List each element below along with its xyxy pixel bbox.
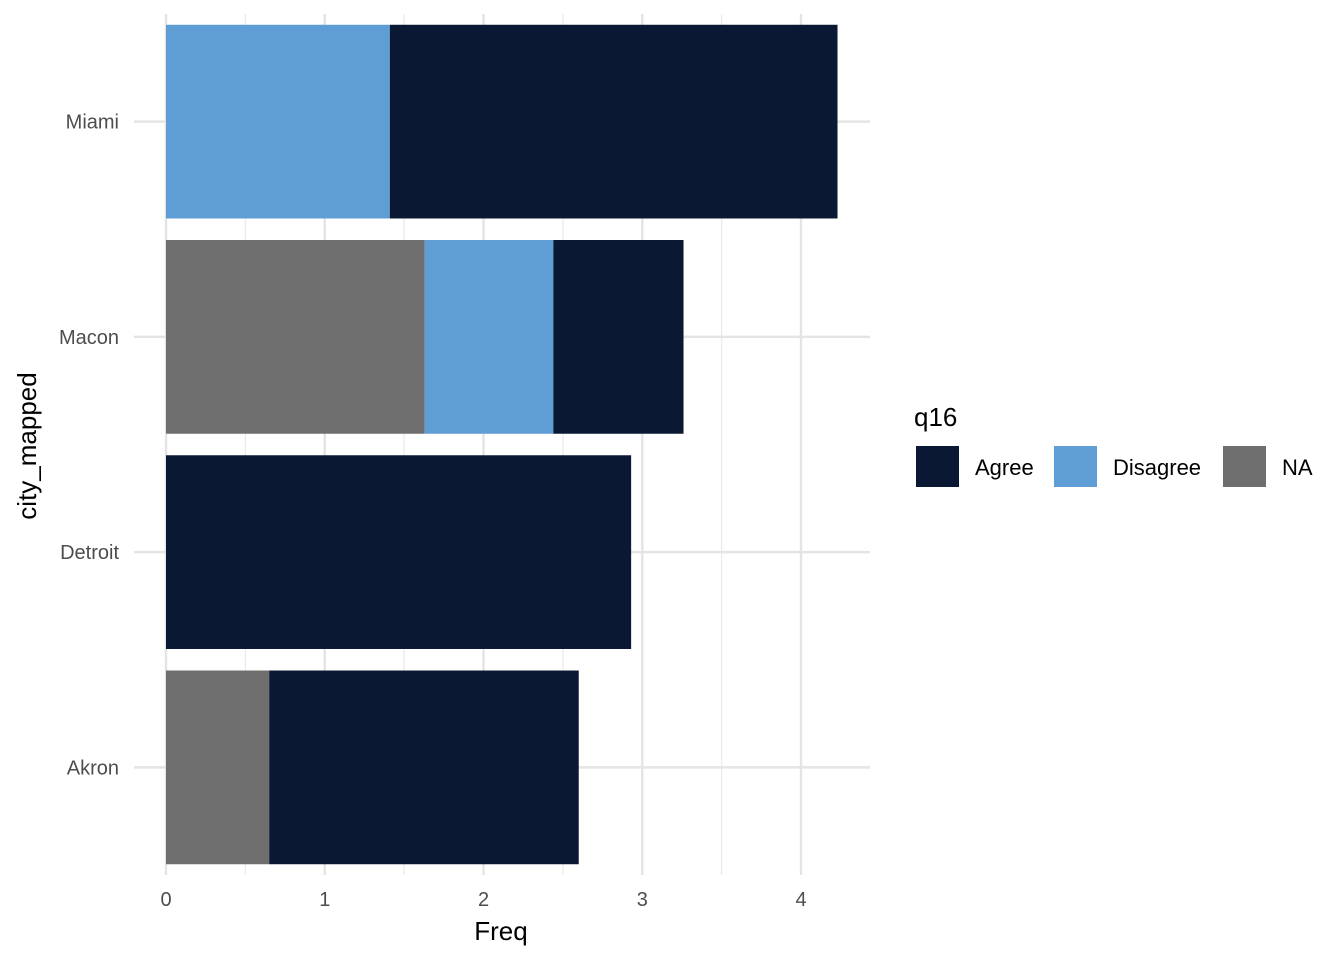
legend-label-disagree: Disagree: [1113, 455, 1201, 480]
bar-akron-na: [166, 670, 270, 865]
x-tick-label: 4: [795, 889, 806, 911]
y-axis-title: city_mapped: [12, 372, 42, 519]
y-tick-label: Miami: [66, 112, 119, 134]
x-tick-label: 1: [319, 889, 330, 911]
x-axis-ticks: 0 1 2 3 4: [160, 889, 806, 911]
legend-key-agree: [916, 446, 959, 487]
bar-akron-agree: [269, 670, 579, 865]
legend-title: q16: [914, 402, 957, 432]
x-axis-title: Freq: [474, 916, 527, 946]
bar-miami-disagree: [166, 24, 390, 219]
bar-detroit-agree: [166, 455, 632, 649]
legend-label-agree: Agree: [975, 455, 1034, 480]
bars: [166, 24, 838, 865]
x-tick-label: 0: [160, 889, 171, 911]
legend-key-disagree: [1054, 446, 1097, 487]
y-tick-label: Akron: [67, 757, 119, 779]
x-tick-label: 2: [478, 889, 489, 911]
x-tick-label: 3: [637, 889, 648, 911]
y-tick-label: Detroit: [60, 542, 119, 564]
bar-miami-agree: [389, 24, 838, 219]
y-tick-label: Macon: [59, 327, 119, 349]
legend-items: Agree Disagree NA: [916, 446, 1313, 487]
legend-label-na: NA: [1282, 455, 1313, 480]
bar-macon-disagree: [424, 240, 554, 434]
bar-macon-na: [166, 240, 425, 434]
legend: q16 Agree Disagree NA: [914, 402, 1313, 487]
y-axis-ticks: Akron Detroit Macon Miami: [59, 112, 119, 780]
legend-key-na: [1223, 446, 1266, 487]
bar-macon-agree: [553, 240, 684, 434]
